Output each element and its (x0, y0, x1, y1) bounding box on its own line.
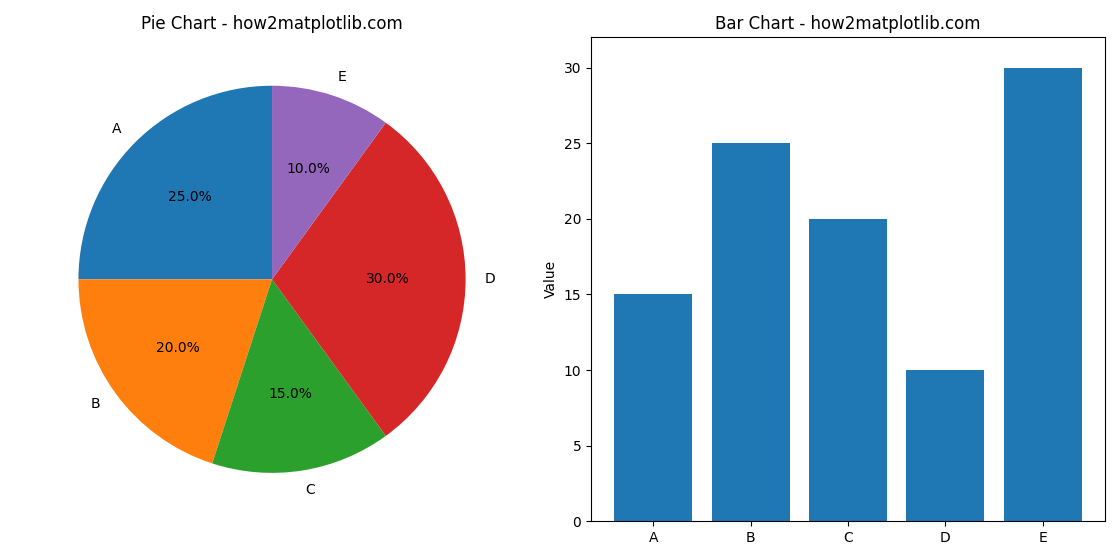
Title: Pie Chart - how2matplotlib.com: Pie Chart - how2matplotlib.com (141, 15, 403, 33)
Wedge shape (272, 86, 385, 279)
Bar (809, 219, 887, 521)
Text: 30.0%: 30.0% (366, 272, 410, 286)
Bar (906, 370, 984, 521)
Text: 20.0%: 20.0% (156, 340, 200, 354)
Bar (711, 143, 790, 521)
Wedge shape (78, 86, 272, 279)
Bar (614, 295, 692, 521)
Wedge shape (272, 123, 466, 436)
Text: D: D (485, 272, 496, 286)
Text: 25.0%: 25.0% (168, 190, 212, 204)
Bar (1004, 68, 1082, 521)
Wedge shape (78, 279, 272, 464)
Text: E: E (338, 70, 346, 84)
Wedge shape (212, 279, 385, 473)
Y-axis label: Value: Value (544, 260, 558, 298)
Title: Bar Chart - how2matplotlib.com: Bar Chart - how2matplotlib.com (716, 15, 981, 33)
Text: B: B (90, 398, 100, 412)
Text: C: C (306, 483, 315, 497)
Text: A: A (112, 122, 121, 136)
Text: 15.0%: 15.0% (269, 387, 312, 401)
Text: 10.0%: 10.0% (286, 162, 330, 176)
